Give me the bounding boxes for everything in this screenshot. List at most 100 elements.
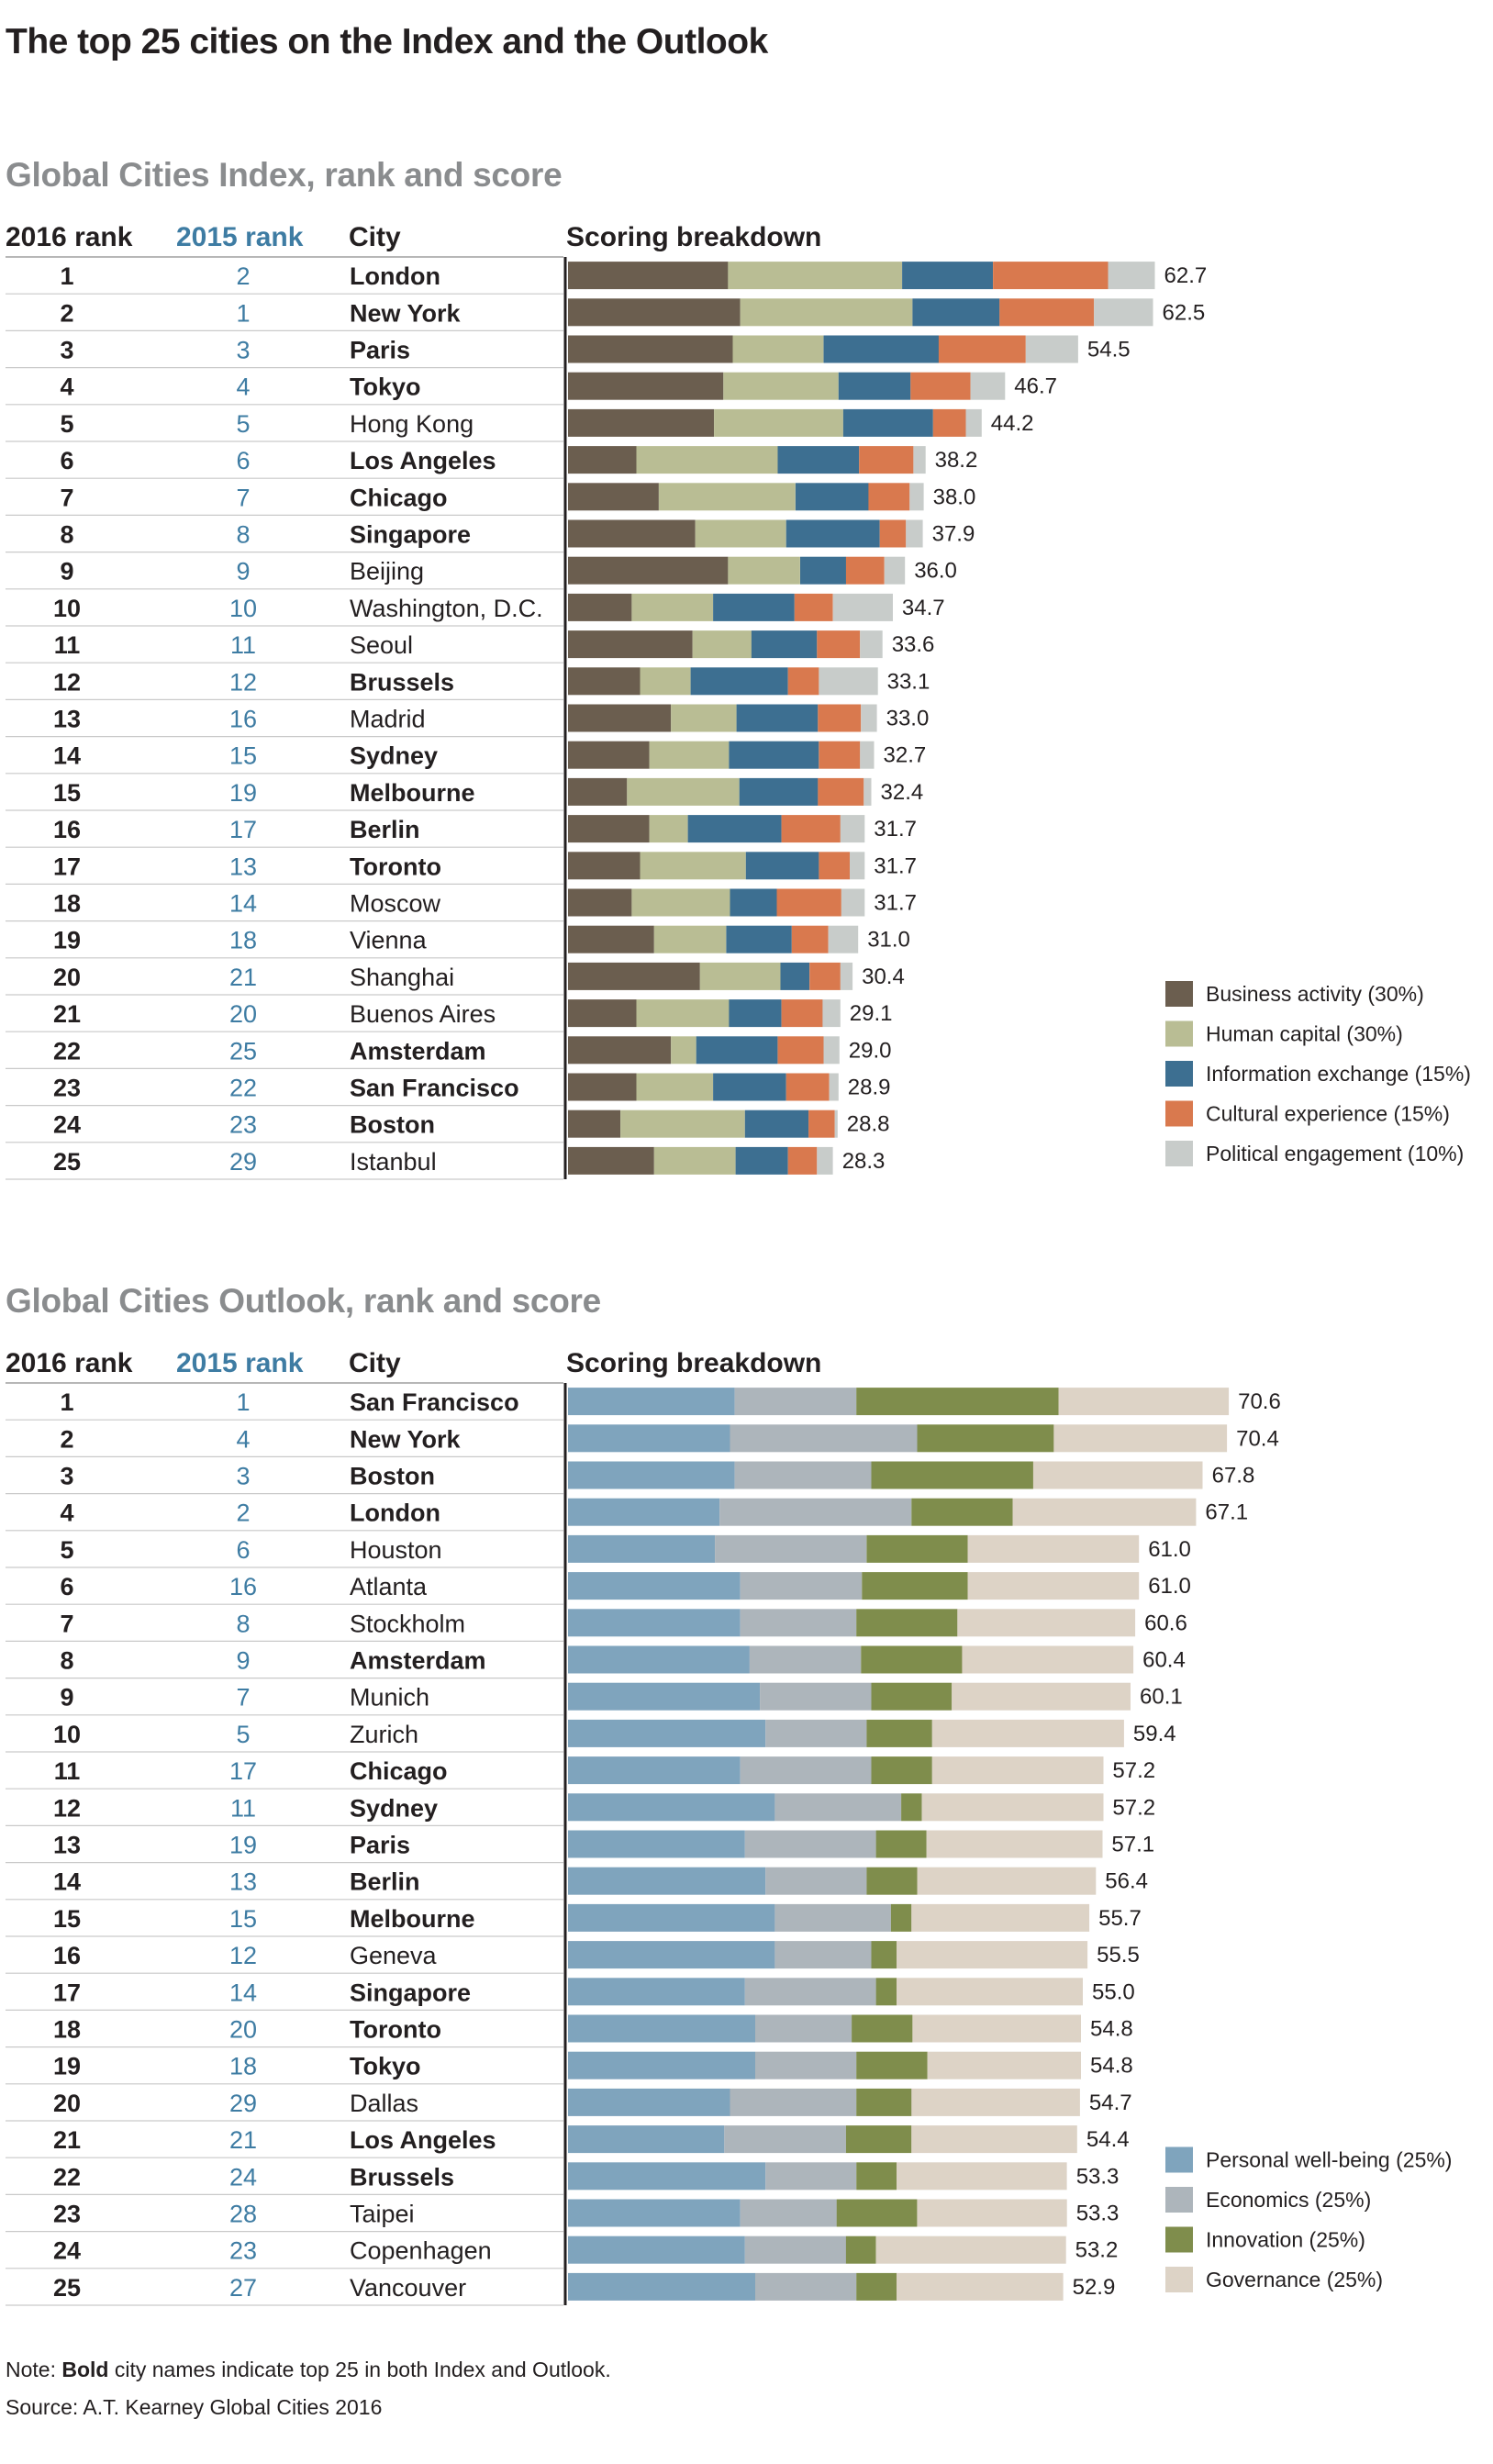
- outlook-bar-segment: [740, 1609, 857, 1637]
- index-score-label: 46.7: [1014, 374, 1057, 399]
- index-bar-segment: [568, 925, 654, 953]
- index-rank2015: 29: [229, 1148, 257, 1176]
- index-bar-segment: [787, 667, 819, 696]
- outlook-bar-segment: [931, 1719, 1124, 1747]
- index-bar-segment: [568, 483, 659, 511]
- outlook-bar-segment: [765, 1867, 867, 1895]
- outlook-bar-segment: [568, 1498, 720, 1526]
- outlook-legend-label: Economics (25%): [1206, 2188, 1371, 2212]
- outlook-bar-segment: [734, 1388, 857, 1416]
- outlook-bar-segment: [917, 2199, 1067, 2227]
- index-bar-segment: [840, 815, 865, 843]
- outlook-rank2015: 9: [236, 1647, 250, 1675]
- outlook-bar-segment: [568, 1682, 761, 1711]
- index-rank2015: 21: [229, 964, 257, 991]
- page-title: The top 25 cities on the Index and the O…: [6, 22, 768, 61]
- outlook-bar-segment: [749, 1645, 862, 1674]
- index-bar-segment: [932, 408, 966, 437]
- index-bar-segment: [568, 815, 650, 843]
- index-score-label: 28.3: [842, 1149, 886, 1174]
- note-bold-word: Bold: [61, 2358, 109, 2381]
- index-city-name: Melbourne: [350, 779, 475, 807]
- outlook-rank2015: 8: [236, 1610, 250, 1637]
- outlook-city-name: Houston: [350, 1536, 442, 1564]
- index-city-name: Vienna: [350, 927, 428, 954]
- index-section-title: Global Cities Index, rank and score: [6, 156, 563, 194]
- index-city-name: Hong Kong: [350, 410, 474, 438]
- outlook-bar-segment: [836, 2199, 918, 2227]
- index-bar-segment: [785, 519, 880, 548]
- index-bar-segment: [791, 925, 829, 953]
- index-bar-segment: [658, 483, 796, 511]
- index-legend-label: Political engagement (10%): [1206, 1142, 1464, 1165]
- index-bar-segment: [823, 1036, 840, 1065]
- index-bar-segment: [568, 408, 715, 437]
- index-bar-segment: [781, 815, 841, 843]
- index-bar-segment: [832, 593, 893, 621]
- outlook-bar-segment: [568, 1461, 735, 1489]
- index-rank2015: 10: [229, 595, 257, 622]
- outlook-bar-segment: [897, 2162, 1067, 2191]
- index-bar-segment: [736, 704, 819, 732]
- outlook-bar-segment: [568, 1941, 775, 1969]
- outlook-bar-segment: [724, 2125, 846, 2154]
- index-bar-segment: [840, 962, 853, 990]
- index-score-label: 31.7: [874, 891, 917, 916]
- index-score-label: 31.7: [874, 817, 917, 842]
- outlook-rank2016: 21: [53, 2126, 81, 2154]
- index-bar-segment: [653, 1146, 736, 1175]
- outlook-bar-segment: [1058, 1388, 1230, 1416]
- index-bar-segment: [568, 335, 733, 363]
- outlook-city-name: Berlin: [350, 1868, 420, 1896]
- outlook-bar-segment: [755, 2272, 857, 2301]
- outlook-city-name: Chicago: [350, 1757, 448, 1785]
- outlook-score-label: 53.3: [1076, 2164, 1120, 2189]
- index-bar-segment: [636, 446, 778, 474]
- index-score-label: 31.0: [867, 928, 910, 953]
- index-bar-segment: [785, 1073, 830, 1101]
- outlook-bar-segment: [911, 2125, 1077, 2154]
- index-rank2015: 25: [229, 1037, 257, 1065]
- index-legend-swatch: [1165, 1100, 1193, 1127]
- index-bar-segment: [568, 852, 641, 880]
- outlook-score-label: 54.4: [1086, 2127, 1130, 2152]
- index-city-name: Moscow: [350, 890, 441, 918]
- outlook-city-name: Vancouver: [350, 2274, 466, 2302]
- index-bar-segment: [730, 888, 777, 917]
- outlook-bar-segment: [568, 1793, 775, 1822]
- outlook-score-label: 60.4: [1142, 1648, 1186, 1673]
- outlook-bar-segment: [911, 1903, 1090, 1932]
- index-bar-segment: [713, 593, 795, 621]
- index-rank2016: 2: [60, 299, 73, 327]
- index-bar-segment: [868, 483, 910, 511]
- outlook-rank2016: 17: [53, 1979, 81, 2006]
- index-bar-segment: [568, 1036, 672, 1065]
- index-bar-segment: [627, 777, 740, 806]
- index-bar-segment: [568, 1109, 621, 1138]
- outlook-score-label: 61.0: [1148, 1537, 1191, 1562]
- index-bar-segment: [861, 704, 877, 732]
- outlook-bar-segment: [568, 1719, 766, 1747]
- outlook-bar-segment: [568, 1830, 745, 1858]
- index-rank2015: 9: [236, 558, 250, 585]
- outlook-bar-segment: [740, 1756, 872, 1785]
- outlook-bar-segment: [568, 2162, 766, 2191]
- outlook-bar-segment: [1032, 1461, 1203, 1489]
- index-rank2016: 10: [53, 595, 81, 622]
- outlook-bar-segment: [740, 1572, 863, 1600]
- index-rank2015: 12: [229, 668, 257, 696]
- outlook-score-label: 55.5: [1097, 1943, 1140, 1968]
- outlook-header-breakdown: Scoring breakdown: [566, 1348, 821, 1378]
- outlook-score-label: 57.2: [1112, 1795, 1155, 1820]
- index-bar-segment: [649, 815, 688, 843]
- outlook-bar-segment: [967, 1534, 1140, 1563]
- index-bar-segment: [823, 335, 939, 363]
- index-bar-segment: [776, 888, 841, 917]
- outlook-rank2015: 7: [236, 1684, 250, 1711]
- index-bar-segment: [859, 446, 914, 474]
- outlook-score-label: 54.7: [1089, 2090, 1132, 2115]
- outlook-bar-segment: [744, 1978, 876, 2006]
- index-chart: 2016 rank 2015 rank City Scoring breakdown 1…: [6, 222, 1471, 1180]
- outlook-bar-segment: [866, 1719, 932, 1747]
- outlook-bar-segment: [1012, 1498, 1197, 1526]
